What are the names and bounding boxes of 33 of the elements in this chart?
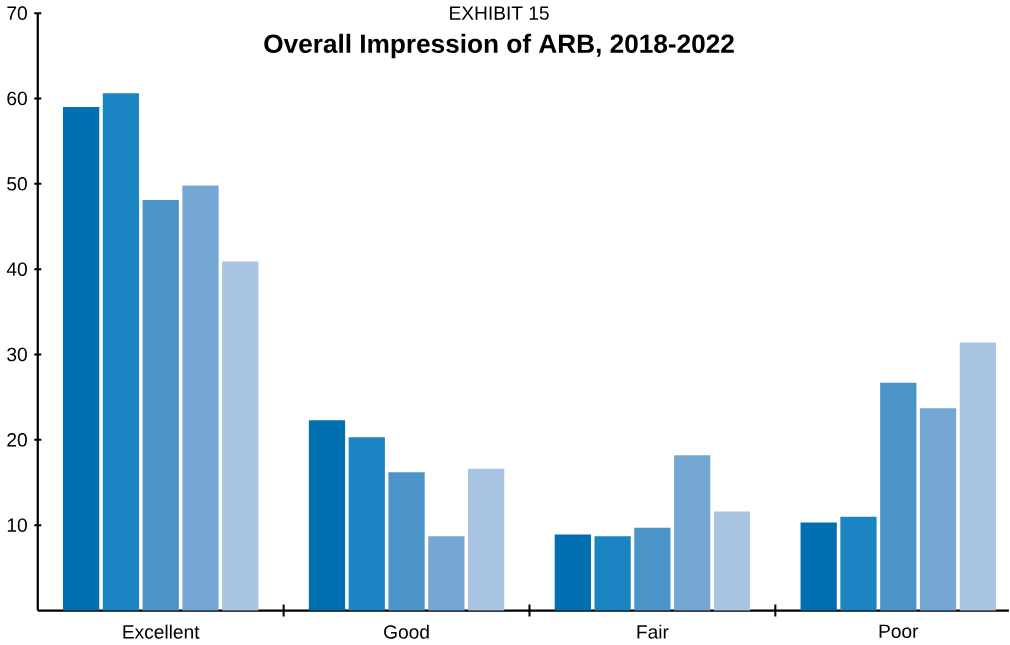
bar [800,522,837,611]
y-tick-label: 40 [6,262,27,276]
y-tick-label: 60 [7,91,27,106]
y-tick-label: 10 [7,518,27,532]
x-tick-label: Poor [879,624,919,638]
y-tick-label: 70 [7,6,27,20]
y-tick-label: 50 [7,177,27,191]
bar [919,408,957,611]
bar [388,472,425,611]
bar [959,342,996,611]
bar [142,199,179,611]
bar [840,516,877,611]
bar [674,455,711,611]
y-tick-label: 30 [7,347,27,362]
x-tick-label: Excellent [123,624,200,639]
bar [102,93,140,611]
x-tick-label: Fair [637,624,669,639]
bar [348,437,385,611]
bar [468,468,505,611]
bar [308,420,346,611]
bar [594,536,631,611]
y-tick-label: 20 [7,433,27,447]
bar [634,527,671,611]
bar [62,106,100,611]
text: Overall Impression of ARB, 2018-2022 [264,33,734,59]
bar [222,261,259,611]
bar [428,536,465,611]
bar [182,185,219,611]
bar [713,511,751,611]
annotation: EXHIBIT 15 [450,6,549,20]
x-tick-label: Good [384,624,429,639]
bar [554,534,591,611]
bar [880,382,917,611]
